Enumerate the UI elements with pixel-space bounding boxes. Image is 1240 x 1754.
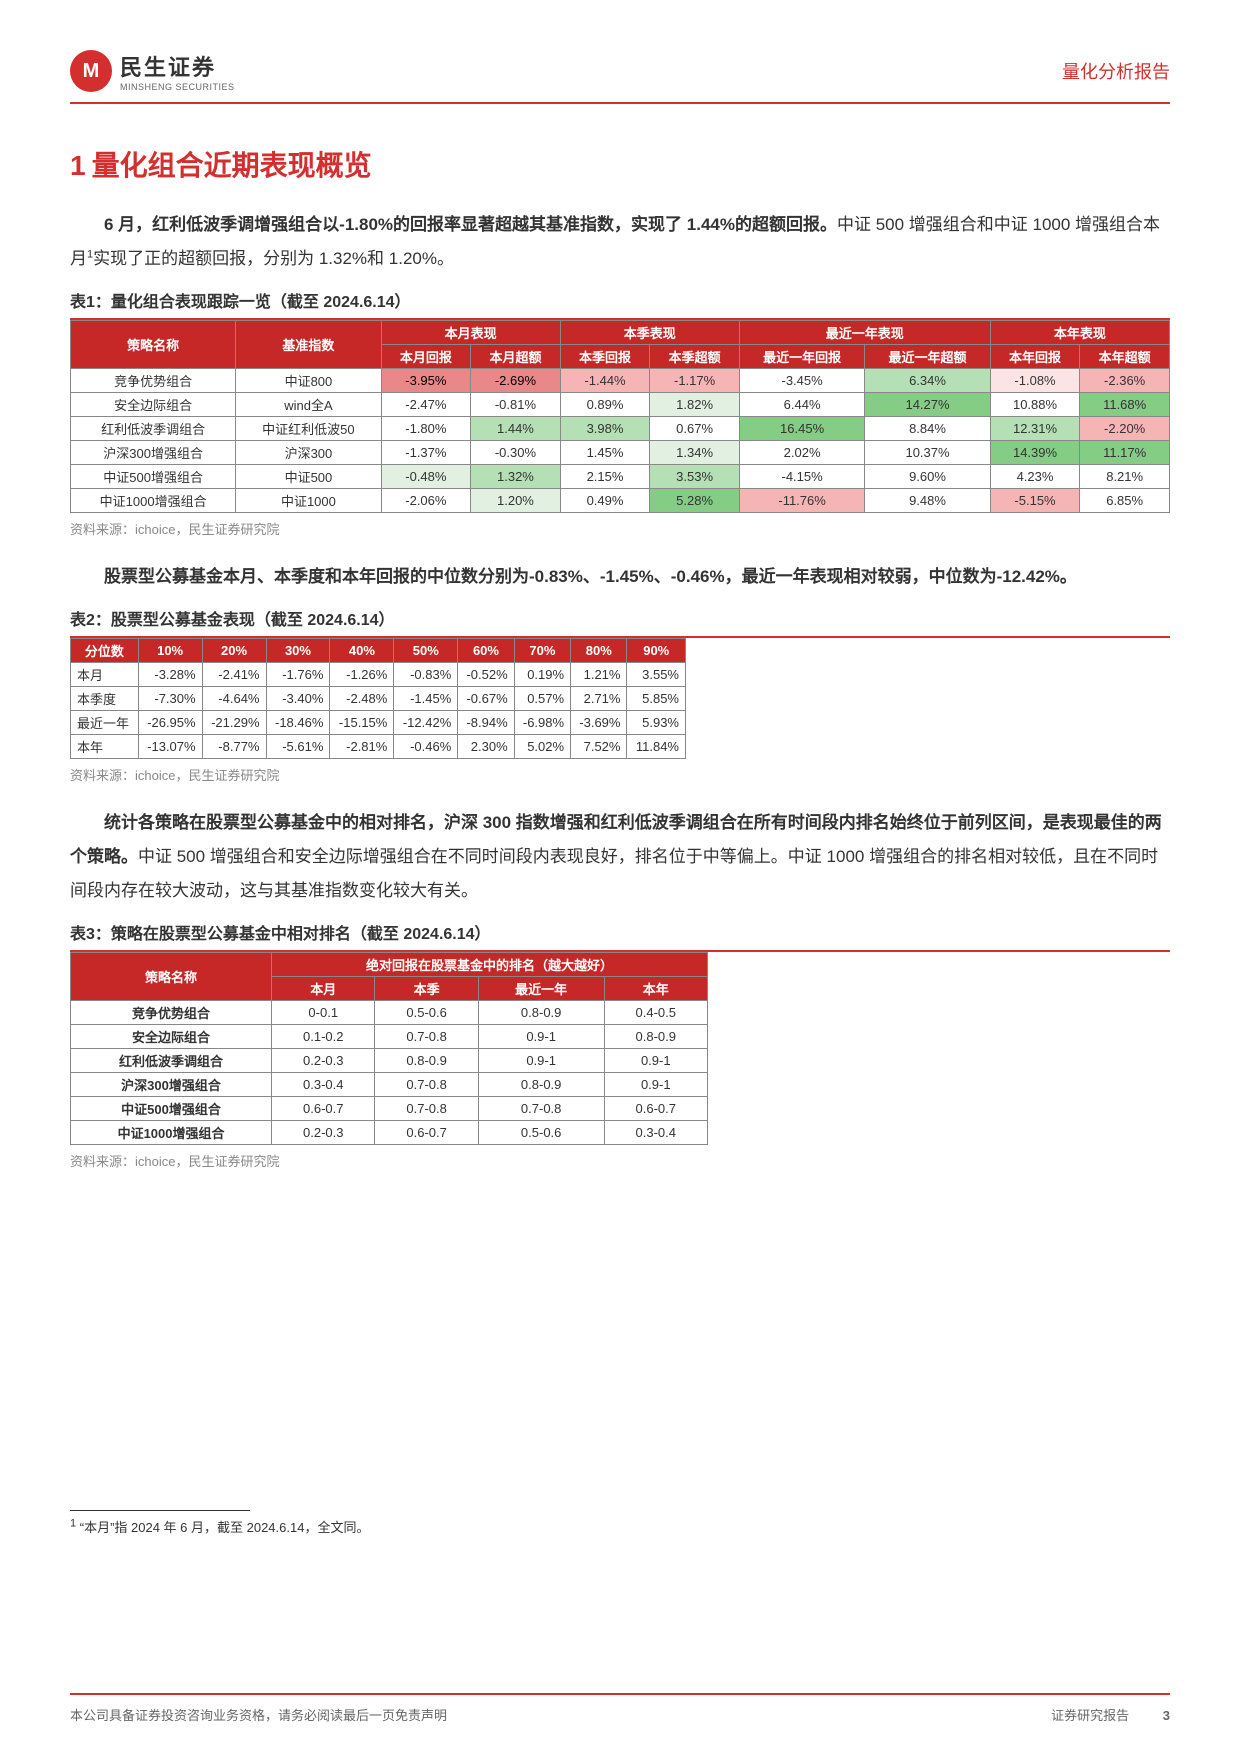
page-footer: 本公司具备证券投资咨询业务资格，请务必阅读最后一页免责声明 证券研究报告 3	[70, 1693, 1170, 1724]
table-row: 本年	[71, 735, 139, 759]
footnote-1: 1 “本月”指 2024 年 6 月，截至 2024.6.14，全文同。	[70, 1517, 1170, 1536]
table-row: 沪深300增强组合	[71, 1073, 272, 1097]
header-report-type: 量化分析报告	[1062, 58, 1170, 84]
table3-source: 资料来源：ichoice，民生证券研究院	[70, 1151, 1170, 1170]
table-row: 竞争优势组合	[71, 369, 236, 393]
para3-rest: 中证 500 增强组合和安全边际增强组合在不同时间段内表现良好，排名位于中等偏上…	[70, 847, 1158, 900]
table-row: 中证1000增强组合	[71, 1121, 272, 1145]
table-row: 红利低波季调组合	[71, 417, 236, 441]
paragraph-2: 股票型公募基金本月、本季度和本年回报的中位数分别为-0.83%、-1.45%、-…	[70, 560, 1170, 594]
table-row: 中证500增强组合	[71, 465, 236, 489]
table-row: 红利低波季调组合	[71, 1049, 272, 1073]
logo-text-cn: 民生证券	[120, 50, 235, 82]
table2-source: 资料来源：ichoice，民生证券研究院	[70, 765, 1170, 784]
table-row: 本季度	[71, 687, 139, 711]
para1-tail: 实现了正的超额回报，分别为 1.32%和 1.20%。	[93, 249, 454, 268]
table-row: 安全边际组合	[71, 393, 236, 417]
table3: 策略名称绝对回报在股票基金中的排名（越大越好）本月本季最近一年本年竞争优势组合0…	[70, 952, 708, 1145]
table-row: 沪深300增强组合	[71, 441, 236, 465]
table-row: 中证1000增强组合	[71, 489, 236, 513]
table1-source: 资料来源：ichoice，民生证券研究院	[70, 519, 1170, 538]
table2: 分位数10%20%30%40%50%60%70%80%90%本月-3.28%-2…	[70, 638, 686, 759]
para1-bold: 6 月，红利低波季调增强组合以-1.80%的回报率显著超越其基准指数，实现了 1…	[104, 215, 837, 234]
table1: 策略名称基准指数本月表现本季表现最近一年表现本年表现本月回报本月超额本季回报本季…	[70, 320, 1170, 513]
logo-icon: M	[70, 50, 112, 92]
footnote-separator	[70, 1510, 250, 1511]
footer-right: 证券研究报告	[1051, 1708, 1129, 1723]
logo: M 民生证券 MINSHENG SECURITIES	[70, 50, 235, 92]
page-number: 3	[1163, 1708, 1170, 1723]
section-title-text: 量化组合近期表现概览	[92, 150, 372, 181]
paragraph-1: 6 月，红利低波季调增强组合以-1.80%的回报率显著超越其基准指数，实现了 1…	[70, 208, 1170, 276]
table-row: 中证500增强组合	[71, 1097, 272, 1121]
table3-title: 表3：策略在股票型公募基金中相对排名（截至 2024.6.14）	[70, 920, 1170, 952]
table-row: 最近一年	[71, 711, 139, 735]
page-header: M 民生证券 MINSHENG SECURITIES 量化分析报告	[70, 50, 1170, 104]
paragraph-3: 统计各策略在股票型公募基金中的相对排名，沪深 300 指数增强和红利低波季调组合…	[70, 806, 1170, 908]
footnote-marker: 1	[70, 1518, 76, 1530]
para2-bold: 股票型公募基金本月、本季度和本年回报的中位数分别为-0.83%、-1.45%、-…	[104, 567, 1077, 586]
table2-title: 表2：股票型公募基金表现（截至 2024.6.14）	[70, 606, 1170, 638]
logo-text-en: MINSHENG SECURITIES	[120, 82, 235, 92]
footnote-text: “本月”指 2024 年 6 月，截至 2024.6.14，全文同。	[80, 1520, 370, 1535]
table-row: 安全边际组合	[71, 1025, 272, 1049]
footer-left: 本公司具备证券投资咨询业务资格，请务必阅读最后一页免责声明	[70, 1705, 447, 1724]
table-row: 本月	[71, 663, 139, 687]
section-title: 1量化组合近期表现概览	[70, 144, 1170, 184]
table-row: 竞争优势组合	[71, 1001, 272, 1025]
section-number: 1	[70, 150, 86, 181]
table1-title: 表1：量化组合表现跟踪一览（截至 2024.6.14）	[70, 288, 1170, 320]
